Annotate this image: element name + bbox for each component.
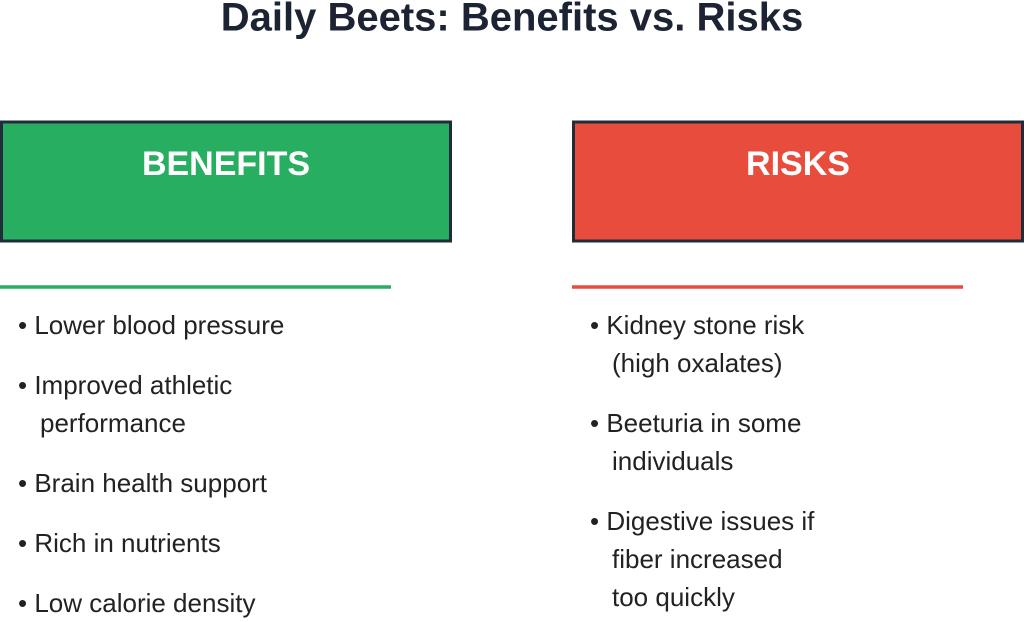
header-text: BENEFITS	[142, 145, 310, 183]
header-box	[0, 120, 452, 243]
list-item: too quickly	[612, 582, 735, 612]
list-item: • Lower blood pressure	[18, 310, 284, 340]
list-item: individuals	[612, 446, 733, 476]
list-item: performance	[40, 408, 186, 438]
list-item: • Brain health support	[18, 468, 268, 498]
list-item: • Improved athletic	[18, 370, 232, 400]
list-item: (high oxalates)	[612, 348, 783, 378]
list-item: fiber increased	[612, 544, 783, 574]
header-box	[572, 120, 1024, 243]
header-text: RISKS	[746, 145, 850, 183]
title: Daily Beets: Benefits vs. Risks	[221, 0, 803, 40]
list-item: • Digestive issues if	[590, 506, 815, 536]
list-item: • Beeturia in some	[590, 408, 801, 438]
list-item: • Kidney stone risk	[590, 310, 805, 340]
list-item: • Rich in nutrients	[18, 528, 221, 558]
list-item: • Low calorie density	[18, 588, 255, 618]
